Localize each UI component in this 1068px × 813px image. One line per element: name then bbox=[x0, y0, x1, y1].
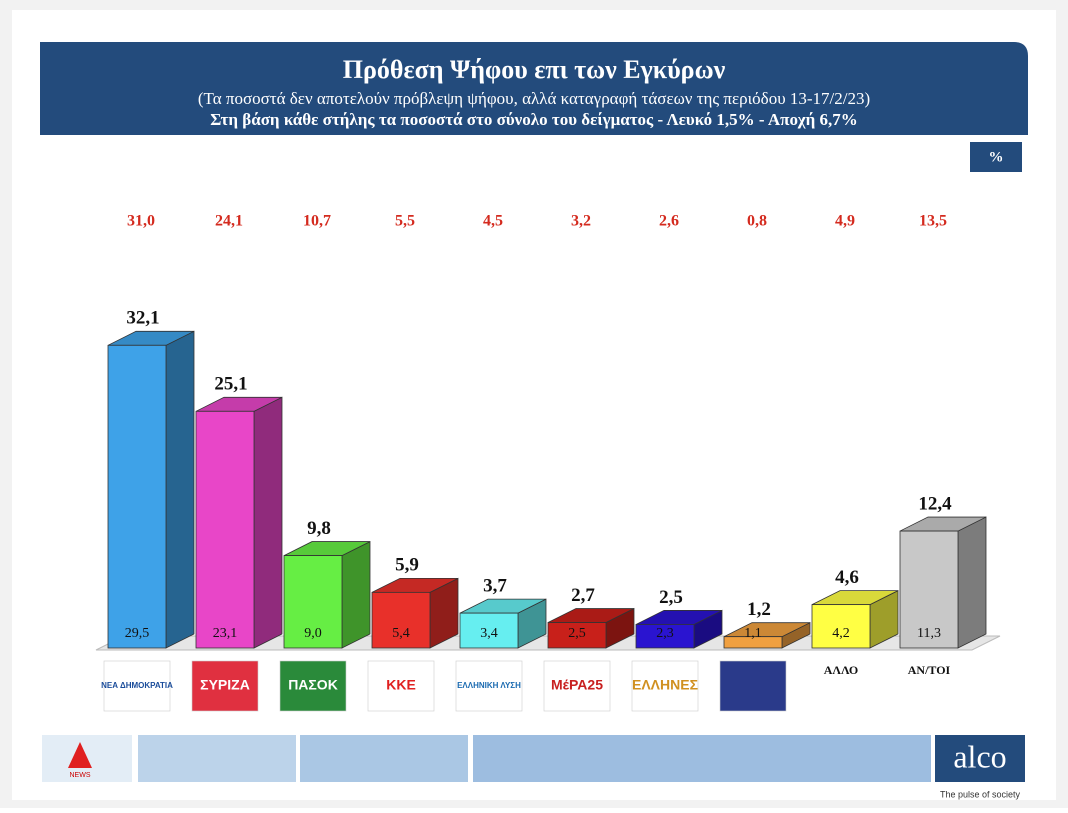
base-label: 2,5 bbox=[568, 626, 586, 641]
category-label: ΣΥΡΙΖΑ bbox=[200, 677, 250, 693]
party-logo bbox=[367, 660, 435, 712]
party-logo bbox=[719, 660, 787, 712]
top-row-label: 5,5 bbox=[395, 213, 415, 230]
base-label: 23,1 bbox=[213, 626, 238, 641]
brand-box bbox=[935, 735, 1025, 782]
base-label: 2,3 bbox=[656, 626, 674, 641]
value-label: 25,1 bbox=[214, 374, 247, 395]
top-row-label: 4,5 bbox=[483, 213, 503, 230]
party-logo bbox=[631, 660, 699, 712]
value-label: 1,2 bbox=[747, 599, 771, 620]
bar-side bbox=[341, 540, 371, 649]
base-label: 1,1 bbox=[744, 626, 762, 641]
category-label: ΠΑΣΟΚ bbox=[288, 677, 338, 693]
top-row-label: 4,9 bbox=[835, 213, 855, 230]
bars: 32,1 29,5 31,0 ΝΕΑ ΔΗΜΟΚΡΑΤΙΑ 25,1 23,1 24,1 ΣΥ… bbox=[101, 213, 987, 712]
unit: % bbox=[989, 149, 1004, 165]
top-row-label: 3,2 bbox=[571, 213, 591, 230]
base-label: 4,2 bbox=[832, 626, 850, 641]
value-label: 9,8 bbox=[307, 518, 331, 539]
bar bbox=[547, 622, 607, 649]
value-label: 12,4 bbox=[918, 493, 952, 514]
top-row-label: 0,8 bbox=[747, 213, 767, 230]
bar bbox=[723, 636, 783, 649]
top-row-label: 31,0 bbox=[127, 213, 155, 230]
title: Πρόθεση Ψήφου επι των Εγκύρων bbox=[343, 55, 726, 84]
party-logo bbox=[543, 660, 611, 712]
bar bbox=[107, 344, 167, 649]
value-label: 32,1 bbox=[126, 308, 159, 329]
bar bbox=[371, 591, 431, 649]
category-label: ΝΕΑ ΔΗΜΟΚΡΑΤΙΑ bbox=[101, 681, 173, 690]
category-label: ΚΚΕ bbox=[386, 677, 416, 693]
bar bbox=[899, 530, 959, 649]
bar bbox=[283, 555, 343, 649]
subtitle: (Τα ποσοστά δεν αποτελούν πρόβλεψη ψήφου… bbox=[198, 89, 870, 108]
party-logo bbox=[191, 660, 259, 712]
party-logo bbox=[279, 660, 347, 712]
base-label: 9,0 bbox=[304, 626, 322, 641]
footer-band bbox=[138, 735, 296, 782]
bar-side bbox=[253, 396, 283, 649]
category-label: ΕΛΛΗΝΙΚΗ ΛΥΣΗ bbox=[457, 681, 521, 690]
value-label: 4,6 bbox=[835, 567, 859, 588]
footer-band bbox=[300, 735, 468, 782]
header-band bbox=[40, 42, 1028, 135]
unit-box bbox=[970, 142, 1022, 172]
base-label: 29,5 bbox=[125, 626, 150, 641]
brand: alco bbox=[953, 738, 1006, 774]
base-label: 5,4 bbox=[392, 626, 410, 641]
news-logo bbox=[68, 742, 92, 768]
top-row-label: 10,7 bbox=[303, 213, 331, 230]
value-label: 5,9 bbox=[395, 555, 419, 576]
top-row-label: 13,5 bbox=[919, 213, 947, 230]
news-text: NEWS bbox=[70, 772, 91, 779]
value-label: 3,7 bbox=[483, 575, 507, 596]
value-label: 2,7 bbox=[571, 585, 595, 606]
bar bbox=[459, 612, 519, 649]
category-label: ΑΝ/ΤΟΙ bbox=[908, 663, 951, 677]
category-label: ΕΛΛΗΝΕΣ bbox=[632, 677, 698, 693]
bar-side bbox=[957, 516, 987, 649]
base-label: 11,3 bbox=[917, 626, 941, 641]
value-label: 2,5 bbox=[659, 587, 683, 608]
bar bbox=[195, 410, 255, 649]
note: Στη βάση κάθε στήλης τα ποσοστά στο σύνο… bbox=[210, 110, 858, 129]
bar bbox=[635, 624, 695, 649]
bar bbox=[811, 604, 871, 649]
category-label: ΑΛΛΟ bbox=[824, 663, 859, 677]
party-logo bbox=[455, 660, 523, 712]
tagline: The pulse of society bbox=[940, 789, 1021, 799]
category-label: ΜέΡΑ25 bbox=[551, 677, 603, 693]
top-row-label: 24,1 bbox=[215, 213, 243, 230]
footer-band bbox=[473, 735, 931, 782]
base-label: 3,4 bbox=[480, 626, 498, 641]
top-row-label: 2,6 bbox=[659, 213, 679, 230]
party-logo bbox=[103, 660, 171, 712]
bar-side bbox=[165, 330, 195, 649]
